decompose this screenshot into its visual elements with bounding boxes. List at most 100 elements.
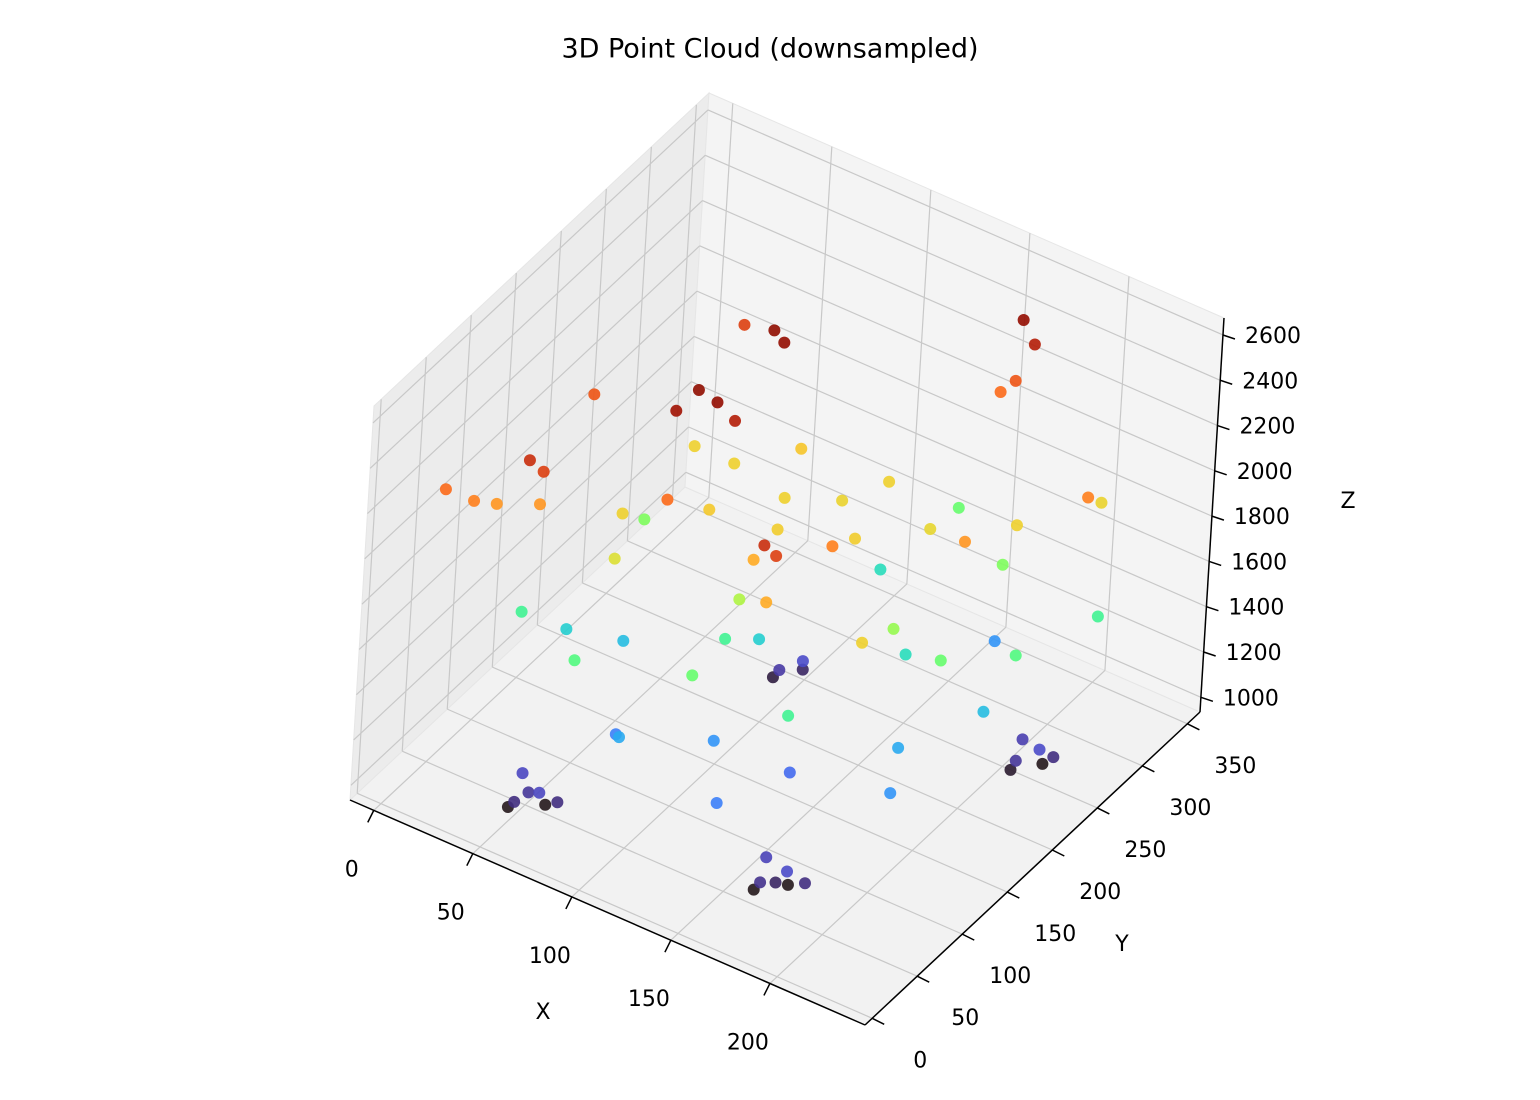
grid-line [571, 583, 908, 898]
point [856, 636, 869, 649]
point [781, 865, 794, 878]
grid-line [702, 200, 1218, 427]
point [773, 663, 786, 676]
point [798, 877, 811, 890]
z-tick-label: 2600 [1245, 324, 1301, 349]
y-tick [1142, 765, 1155, 773]
y-tick [871, 1017, 885, 1025]
point [661, 493, 674, 506]
y-tick-label: 150 [1034, 922, 1076, 947]
point [770, 549, 783, 562]
grid-line [372, 109, 709, 424]
grid-line [492, 666, 1008, 893]
point [551, 796, 564, 809]
y-tick [961, 933, 975, 941]
grid-line [627, 540, 1143, 767]
point [988, 635, 1001, 648]
z-tick [1219, 379, 1233, 385]
point [711, 396, 724, 409]
point [883, 475, 896, 488]
grid-line [446, 315, 472, 710]
point [795, 442, 808, 455]
point [703, 503, 716, 516]
grid-line [369, 154, 706, 469]
grid-line [906, 189, 932, 584]
point [994, 386, 1007, 399]
point [439, 483, 452, 496]
z-tick [1217, 424, 1230, 431]
point [468, 494, 481, 507]
point [508, 795, 521, 808]
grid-line [364, 245, 701, 560]
y-tick-label: 300 [1169, 796, 1211, 821]
grid-line [707, 109, 1224, 336]
point [760, 851, 773, 864]
z-tick [1214, 470, 1227, 476]
grid-line [356, 399, 382, 794]
grid-line [685, 471, 1202, 698]
grid-line [367, 200, 703, 514]
x-tick-label: 50 [437, 901, 465, 926]
grid-line [1005, 233, 1031, 628]
grid-line [670, 626, 1007, 941]
point [533, 786, 546, 799]
point [934, 654, 947, 667]
y-tick-label: 50 [951, 1006, 979, 1031]
point [1010, 519, 1023, 532]
point [1017, 314, 1030, 327]
grid [350, 103, 1224, 1019]
point [1028, 338, 1041, 351]
x-tick [367, 810, 375, 823]
y-axis-label: Y [1114, 932, 1129, 957]
grid-line [699, 245, 1215, 472]
x-tick [466, 853, 474, 866]
point [568, 654, 581, 667]
point [778, 491, 791, 504]
z-tick-label: 2400 [1242, 369, 1298, 394]
point [768, 324, 781, 337]
point [758, 539, 771, 552]
point [781, 878, 794, 891]
point [769, 876, 782, 889]
point [686, 669, 699, 682]
grid-line [807, 146, 833, 541]
point [515, 605, 528, 618]
grid-line [447, 708, 963, 935]
point [692, 384, 705, 397]
point [1004, 763, 1017, 776]
x-tick [763, 983, 771, 996]
point [638, 513, 651, 526]
y-tick-label: 250 [1124, 838, 1166, 863]
y-tick-label: 200 [1079, 880, 1121, 905]
panes [349, 91, 1225, 1026]
point [729, 414, 742, 427]
grid-line [353, 426, 690, 741]
grid-line [472, 540, 809, 855]
y-tick [1097, 807, 1110, 815]
z-axis-line [1199, 317, 1225, 713]
z-tick-label: 2000 [1237, 460, 1293, 485]
z-tick-label: 1800 [1234, 505, 1290, 530]
grid-line [672, 498, 1188, 725]
points [439, 314, 1108, 896]
point [796, 663, 809, 676]
z-tick [1203, 651, 1216, 657]
point [534, 498, 547, 511]
z-tick [1200, 696, 1214, 702]
point [537, 465, 550, 478]
x-tick-label: 100 [529, 944, 571, 969]
y-tick-label: 100 [989, 964, 1031, 989]
point [760, 596, 773, 609]
chart-title: 3D Point Cloud (downsampled) [561, 34, 978, 65]
point [924, 523, 937, 536]
y-axis-line [864, 711, 1201, 1026]
point [1033, 743, 1046, 756]
grid-line [691, 381, 1207, 608]
point [733, 593, 746, 606]
point [738, 318, 751, 331]
z-tick-label: 1000 [1223, 686, 1279, 711]
x-tick-label: 150 [628, 987, 670, 1012]
point [616, 507, 629, 520]
y-tick [1187, 723, 1200, 731]
z-tick-label: 1600 [1231, 550, 1287, 575]
